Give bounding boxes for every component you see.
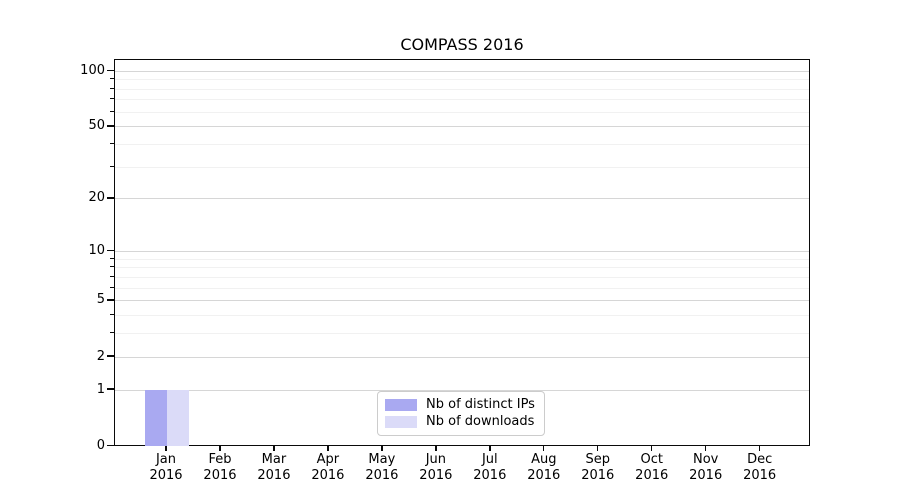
x-tick-label-jan: Jan 2016 xyxy=(149,452,183,483)
x-tick-label-dec: Dec 2016 xyxy=(743,452,777,483)
y-tick-label: 1 xyxy=(96,381,105,397)
minor-gridline xyxy=(115,144,809,146)
x-tick-mark xyxy=(273,445,275,451)
x-tick-label-aug: Aug 2016 xyxy=(527,452,561,483)
y-tick-label: 20 xyxy=(88,190,105,206)
y-minor-tick-mark xyxy=(110,110,114,112)
minor-gridline xyxy=(115,166,809,168)
minor-gridline xyxy=(115,99,809,101)
y-minor-tick-mark xyxy=(110,143,114,145)
y-minor-tick-mark xyxy=(110,165,114,167)
x-tick-label-mar: Mar 2016 xyxy=(257,452,291,483)
y-minor-tick-mark xyxy=(110,314,114,316)
plot-area xyxy=(114,59,810,447)
y-tick-label: 10 xyxy=(88,243,105,259)
x-tick-mark xyxy=(758,445,761,451)
y-minor-tick-mark xyxy=(110,266,114,268)
x-tick-label-feb: Feb 2016 xyxy=(203,452,237,483)
x-tick-mark xyxy=(435,445,437,451)
minor-gridline xyxy=(115,79,809,81)
major-gridline xyxy=(115,198,809,200)
y-tick-mark xyxy=(107,69,114,71)
x-tick-mark xyxy=(219,445,221,451)
minor-gridline xyxy=(115,287,809,289)
y-tick-mark xyxy=(107,249,114,252)
y-tick-label: 5 xyxy=(96,292,105,308)
bar-nb-of-distinct-ips-jan xyxy=(145,390,167,447)
major-gridline xyxy=(115,251,809,253)
x-tick-label-sep: Sep 2016 xyxy=(581,452,615,483)
legend-row: Nb of distinct IPs xyxy=(385,396,537,412)
x-tick-label-may: May 2016 xyxy=(365,452,399,483)
major-gridline xyxy=(115,126,809,128)
legend-label-downloads: Nb of downloads xyxy=(426,414,535,430)
y-minor-tick-mark xyxy=(110,78,114,80)
legend: Nb of distinct IPs Nb of downloads xyxy=(377,391,545,436)
legend-label-distinct-ips: Nb of distinct IPs xyxy=(426,396,535,412)
y-tick-label: 100 xyxy=(80,62,105,78)
y-tick-mark xyxy=(107,125,114,127)
minor-gridline xyxy=(115,258,809,260)
y-minor-tick-mark xyxy=(110,275,114,277)
legend-row: Nb of downloads xyxy=(385,415,537,429)
x-tick-mark xyxy=(543,445,545,451)
y-tick-mark xyxy=(107,197,114,199)
y-tick-mark xyxy=(107,355,114,357)
x-tick-label-nov: Nov 2016 xyxy=(689,452,723,483)
y-tick-mark xyxy=(107,444,114,447)
minor-gridline xyxy=(115,111,809,113)
y-minor-tick-mark xyxy=(110,98,114,100)
bar-nb-of-downloads-jan xyxy=(167,390,189,447)
major-gridline xyxy=(115,70,809,72)
y-minor-tick-mark xyxy=(110,286,114,288)
minor-gridline xyxy=(115,88,809,90)
x-tick-mark xyxy=(489,445,491,451)
y-tick-label: 50 xyxy=(88,118,105,134)
legend-swatch-downloads-icon xyxy=(385,416,417,429)
y-tick-mark xyxy=(107,299,114,301)
minor-gridline xyxy=(115,333,809,335)
minor-gridline xyxy=(115,315,809,317)
major-gridline xyxy=(115,389,809,391)
y-tick-label: 2 xyxy=(96,348,105,364)
minor-gridline xyxy=(115,276,809,278)
x-tick-mark xyxy=(327,445,329,451)
x-tick-mark xyxy=(651,445,653,451)
y-tick-label: 0 xyxy=(96,438,105,453)
y-tick-mark xyxy=(107,388,114,390)
major-gridline xyxy=(115,300,809,302)
x-tick-mark xyxy=(381,445,383,451)
x-tick-label-jun: Jun 2016 xyxy=(419,452,453,483)
x-tick-mark xyxy=(705,445,707,451)
y-minor-tick-mark xyxy=(110,332,114,334)
major-gridline xyxy=(115,356,809,358)
chart-title: COMPASS 2016 xyxy=(400,35,524,54)
x-tick-mark xyxy=(597,445,599,451)
y-minor-tick-mark xyxy=(110,257,114,259)
y-minor-tick-mark xyxy=(110,87,114,89)
legend-swatch-distinct-ips-icon xyxy=(385,398,417,411)
x-tick-label-oct: Oct 2016 xyxy=(635,452,669,483)
x-tick-label-apr: Apr 2016 xyxy=(311,452,345,483)
minor-gridline xyxy=(115,267,809,269)
x-tick-label-jul: Jul 2016 xyxy=(473,452,507,483)
x-tick-mark xyxy=(165,445,167,451)
